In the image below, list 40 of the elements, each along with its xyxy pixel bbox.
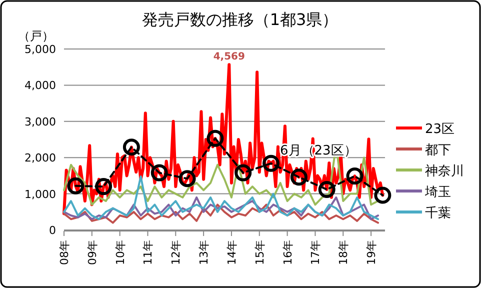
x-tick-label: 12年 — [170, 240, 183, 265]
x-tick-label: 11年 — [142, 240, 155, 265]
y-tick-label: 1,000 — [24, 188, 56, 201]
legend-label: 神奈川 — [425, 164, 464, 179]
annotation: 4,569 — [213, 52, 246, 63]
point — [318, 180, 336, 198]
point — [122, 138, 140, 156]
point — [67, 177, 84, 194]
y-tick-label: 3,000 — [24, 115, 56, 128]
y-tick-label: 4,000 — [24, 79, 56, 92]
x-tick-label: 14年 — [225, 240, 238, 265]
x-tick-label: 18年 — [337, 240, 350, 265]
point — [206, 130, 224, 147]
y-tick-label: 5,000 — [24, 43, 56, 56]
point — [95, 178, 112, 196]
x-tick-label: 19年 — [365, 240, 378, 265]
line-series — [63, 204, 380, 224]
x-tick-label: 17年 — [309, 240, 322, 265]
line-series — [63, 175, 380, 220]
point — [374, 186, 392, 204]
x-tick-label: 09年 — [86, 240, 99, 265]
point — [262, 154, 280, 172]
chart-title: 発売戸数の推移（1都3県） — [142, 10, 338, 29]
y-axis-title: （戸） — [18, 29, 54, 43]
x-tick-label: 10年 — [114, 240, 127, 265]
y-tick-label: 0 — [49, 224, 56, 237]
point — [346, 168, 364, 185]
point — [234, 164, 252, 182]
x-tick-label: 16年 — [281, 240, 294, 265]
point — [178, 170, 196, 188]
x-tick-label: 15年 — [253, 240, 266, 265]
point — [290, 168, 308, 186]
x-tick-label: 08年 — [58, 240, 71, 265]
legend-label: 千葉 — [425, 206, 451, 221]
x-tick-label: 13年 — [198, 240, 211, 265]
y-tick-label: 2,000 — [24, 152, 56, 165]
point — [150, 164, 168, 182]
legend-label: 都下 — [425, 143, 451, 158]
legend-label: 埼玉 — [424, 185, 451, 200]
legend-label: 23区 — [425, 122, 455, 137]
